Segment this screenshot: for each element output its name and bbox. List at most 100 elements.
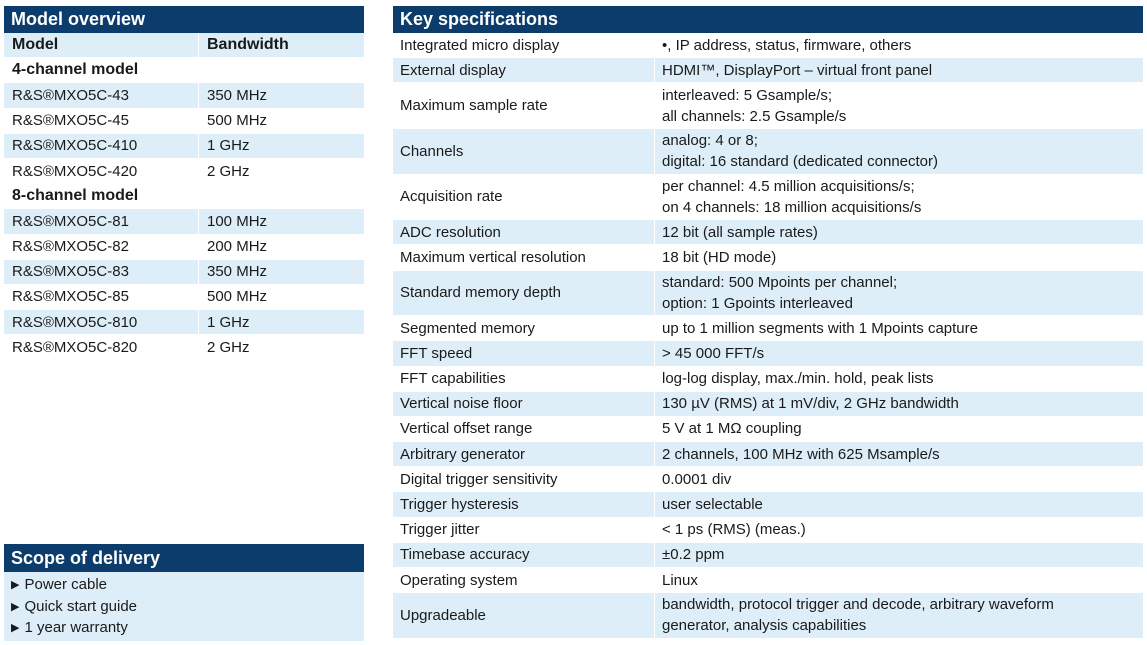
model-bandwidth: 350 MHz <box>207 86 268 104</box>
spec-label: Maximum vertical resolution <box>393 245 655 270</box>
spec-label: Digital trigger sensitivity <box>393 467 655 492</box>
table-row: R&S®MXO5C-85 500 MHz <box>4 284 364 311</box>
spec-value: 12 bit (all sample rates) <box>662 223 818 241</box>
spec-label: Trigger jitter <box>393 517 655 542</box>
key-specifications-table: Key specifications Integrated micro disp… <box>393 6 1143 639</box>
model-bandwidth: 350 MHz <box>207 263 268 281</box>
spec-label: ADC resolution <box>393 220 655 245</box>
model-name: R&S®MXO5C-820 <box>4 335 199 360</box>
spec-row: Segmented memory up to 1 million segments… <box>393 316 1143 342</box>
spec-label: Operating system <box>393 568 655 593</box>
spec-value: > 45 000 FFT/s <box>662 344 765 362</box>
bullet-triangle-icon: ▶ <box>11 600 20 613</box>
list-item: ▶ 1 year warranty <box>11 617 364 639</box>
model-name: R&S®MXO5C-81 <box>4 209 199 234</box>
spec-row: Trigger jitter < 1 ps (RMS) (meas.) <box>393 517 1143 543</box>
spec-row: Digital trigger sensitivity 0.0001 div <box>393 467 1143 493</box>
spec-value: 18 bit (HD mode) <box>662 248 777 266</box>
spec-value: HDMI™, DisplayPort – virtual front panel <box>662 61 933 79</box>
key-specifications-title: Key specifications <box>393 6 1143 33</box>
spec-label: Timebase accuracy <box>393 542 655 567</box>
list-item-text: Power cable <box>24 576 108 594</box>
spec-label: Vertical offset range <box>393 416 655 442</box>
spec-value: user selectable <box>662 496 763 514</box>
spec-row: Arbitrary generator 2 channels, 100 MHz w… <box>393 442 1143 468</box>
scope-of-delivery: Scope of delivery ▶ Power cable ▶ Quick sta… <box>4 544 364 641</box>
table-row: R&S®MXO5C-82 200 MHz <box>4 234 364 260</box>
spec-value: log-log display, max./min. hold, peak li… <box>662 370 934 388</box>
spec-label: Trigger hysteresis <box>393 492 655 517</box>
scope-of-delivery-title: Scope of delivery <box>4 544 364 572</box>
spec-label: Channels <box>393 128 655 174</box>
spec-label: Vertical noise floor <box>393 391 655 416</box>
spec-row: ADC resolution 12 bit (all sample rates) <box>393 220 1143 246</box>
model-overview-title: Model overview <box>4 6 364 33</box>
model-name: R&S®MXO5C-45 <box>4 108 199 133</box>
bullet-triangle-icon: ▶ <box>11 622 20 635</box>
spec-value: analog: 4 or 8; digital: 16 standard (de… <box>662 132 939 171</box>
model-bandwidth: 500 MHz <box>207 288 268 306</box>
model-name: R&S®MXO5C-85 <box>4 284 199 310</box>
model-bandwidth: 200 MHz <box>207 238 268 256</box>
spec-row: Operating system Linux <box>393 568 1143 594</box>
spec-value: 130 µV (RMS) at 1 mV/div, 2 GHz bandwidt… <box>662 395 959 413</box>
spec-row: Integrated micro display •, IP address, s… <box>393 33 1143 59</box>
table-row: R&S®MXO5C-410 1 GHz <box>4 133 364 159</box>
table-row: R&S®MXO5C-81 100 MHz <box>4 209 364 235</box>
model-name: R&S®MXO5C-420 <box>4 158 199 184</box>
table-row: R&S®MXO5C-810 1 GHz <box>4 310 364 336</box>
group-header-4-channel: 4-channel model <box>4 58 364 84</box>
spec-label: External display <box>393 58 655 83</box>
spec-row: Upgradeable bandwidth, protocol trigger a… <box>393 593 1143 639</box>
model-name: R&S®MXO5C-83 <box>4 259 199 284</box>
spec-row: Trigger hysteresis user selectable <box>393 492 1143 518</box>
spec-value: ±0.2 ppm <box>662 546 725 564</box>
spec-row: Vertical noise floor 130 µV (RMS) at 1 mV… <box>393 391 1143 417</box>
spec-value: Linux <box>662 571 698 589</box>
table-row: R&S®MXO5C-83 350 MHz <box>4 259 364 285</box>
spec-value: bandwidth, protocol trigger and decode, … <box>662 596 1054 635</box>
model-bandwidth: 100 MHz <box>207 212 268 230</box>
spec-label: Acquisition rate <box>393 174 655 220</box>
spec-row: Maximum sample rate interleaved: 5 Gsampl… <box>393 83 1143 129</box>
spec-row: External display HDMI™, DisplayPort – vir… <box>393 58 1143 84</box>
spec-row: Channels analog: 4 or 8; digital: 16 stan… <box>393 128 1143 175</box>
model-bandwidth: 2 GHz <box>207 338 250 356</box>
spec-label: Maximum sample rate <box>393 83 655 128</box>
spec-label: FFT capabilities <box>393 366 655 391</box>
spec-value: •, IP address, status, firmware, others <box>662 36 912 54</box>
spec-value: 0.0001 div <box>662 470 732 488</box>
list-item-text: 1 year warranty <box>24 619 128 637</box>
spec-value: standard: 500 Mpoints per channel; optio… <box>662 273 898 312</box>
spec-row: Vertical offset range 5 V at 1 MΩ couplin… <box>393 416 1143 443</box>
spec-row: Standard memory depth standard: 500 Mpoin… <box>393 270 1143 317</box>
model-name: R&S®MXO5C-410 <box>4 133 199 158</box>
spec-label: Integrated micro display <box>393 33 655 58</box>
spec-value: up to 1 million segments with 1 Mpoints … <box>662 319 978 337</box>
spec-row: FFT capabilities log-log display, max./mi… <box>393 366 1143 392</box>
column-header-row: Model Bandwidth <box>4 33 364 59</box>
spec-label: Upgradeable <box>393 593 655 638</box>
scope-list: ▶ Power cable ▶ Quick start guide ▶ 1 year wa… <box>4 572 364 641</box>
bullet-triangle-icon: ▶ <box>11 579 20 592</box>
list-item: ▶ Quick start guide <box>11 596 364 618</box>
model-bandwidth: 1 GHz <box>207 137 250 155</box>
model-name: R&S®MXO5C-43 <box>4 83 199 108</box>
spec-value: 5 V at 1 MΩ coupling <box>662 420 802 438</box>
spec-row: Timebase accuracy ±0.2 ppm <box>393 542 1143 568</box>
spec-label: Standard memory depth <box>393 270 655 316</box>
list-item: ▶ Power cable <box>11 574 364 596</box>
table-row: R&S®MXO5C-45 500 MHz <box>4 108 364 134</box>
model-name: R&S®MXO5C-82 <box>4 234 199 259</box>
spec-label: Arbitrary generator <box>393 442 655 467</box>
table-row: R&S®MXO5C-43 350 MHz <box>4 83 364 109</box>
spec-label: Segmented memory <box>393 316 655 341</box>
spec-row: Acquisition rate per channel: 4.5 million… <box>393 174 1143 221</box>
spec-row: Maximum vertical resolution 18 bit (HD mo… <box>393 245 1143 271</box>
spec-value: < 1 ps (RMS) (meas.) <box>662 521 806 539</box>
table-row: R&S®MXO5C-820 2 GHz <box>4 335 364 361</box>
model-name: R&S®MXO5C-810 <box>4 310 199 335</box>
column-header-bandwidth: Bandwidth <box>207 36 289 54</box>
model-overview-table: Model overview Model Bandwidth 4-channel… <box>4 6 364 361</box>
spec-row: FFT speed > 45 000 FFT/s <box>393 341 1143 367</box>
